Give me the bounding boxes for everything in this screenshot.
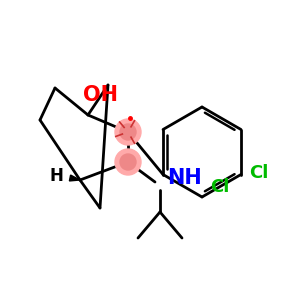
Circle shape xyxy=(120,154,136,170)
Text: NH: NH xyxy=(167,168,202,188)
Circle shape xyxy=(115,119,141,145)
Polygon shape xyxy=(69,175,80,181)
Circle shape xyxy=(120,124,136,140)
Text: Cl: Cl xyxy=(249,164,268,181)
Text: H: H xyxy=(49,167,63,185)
Text: Cl: Cl xyxy=(210,178,230,196)
Text: OH: OH xyxy=(82,85,118,105)
Circle shape xyxy=(115,149,141,175)
